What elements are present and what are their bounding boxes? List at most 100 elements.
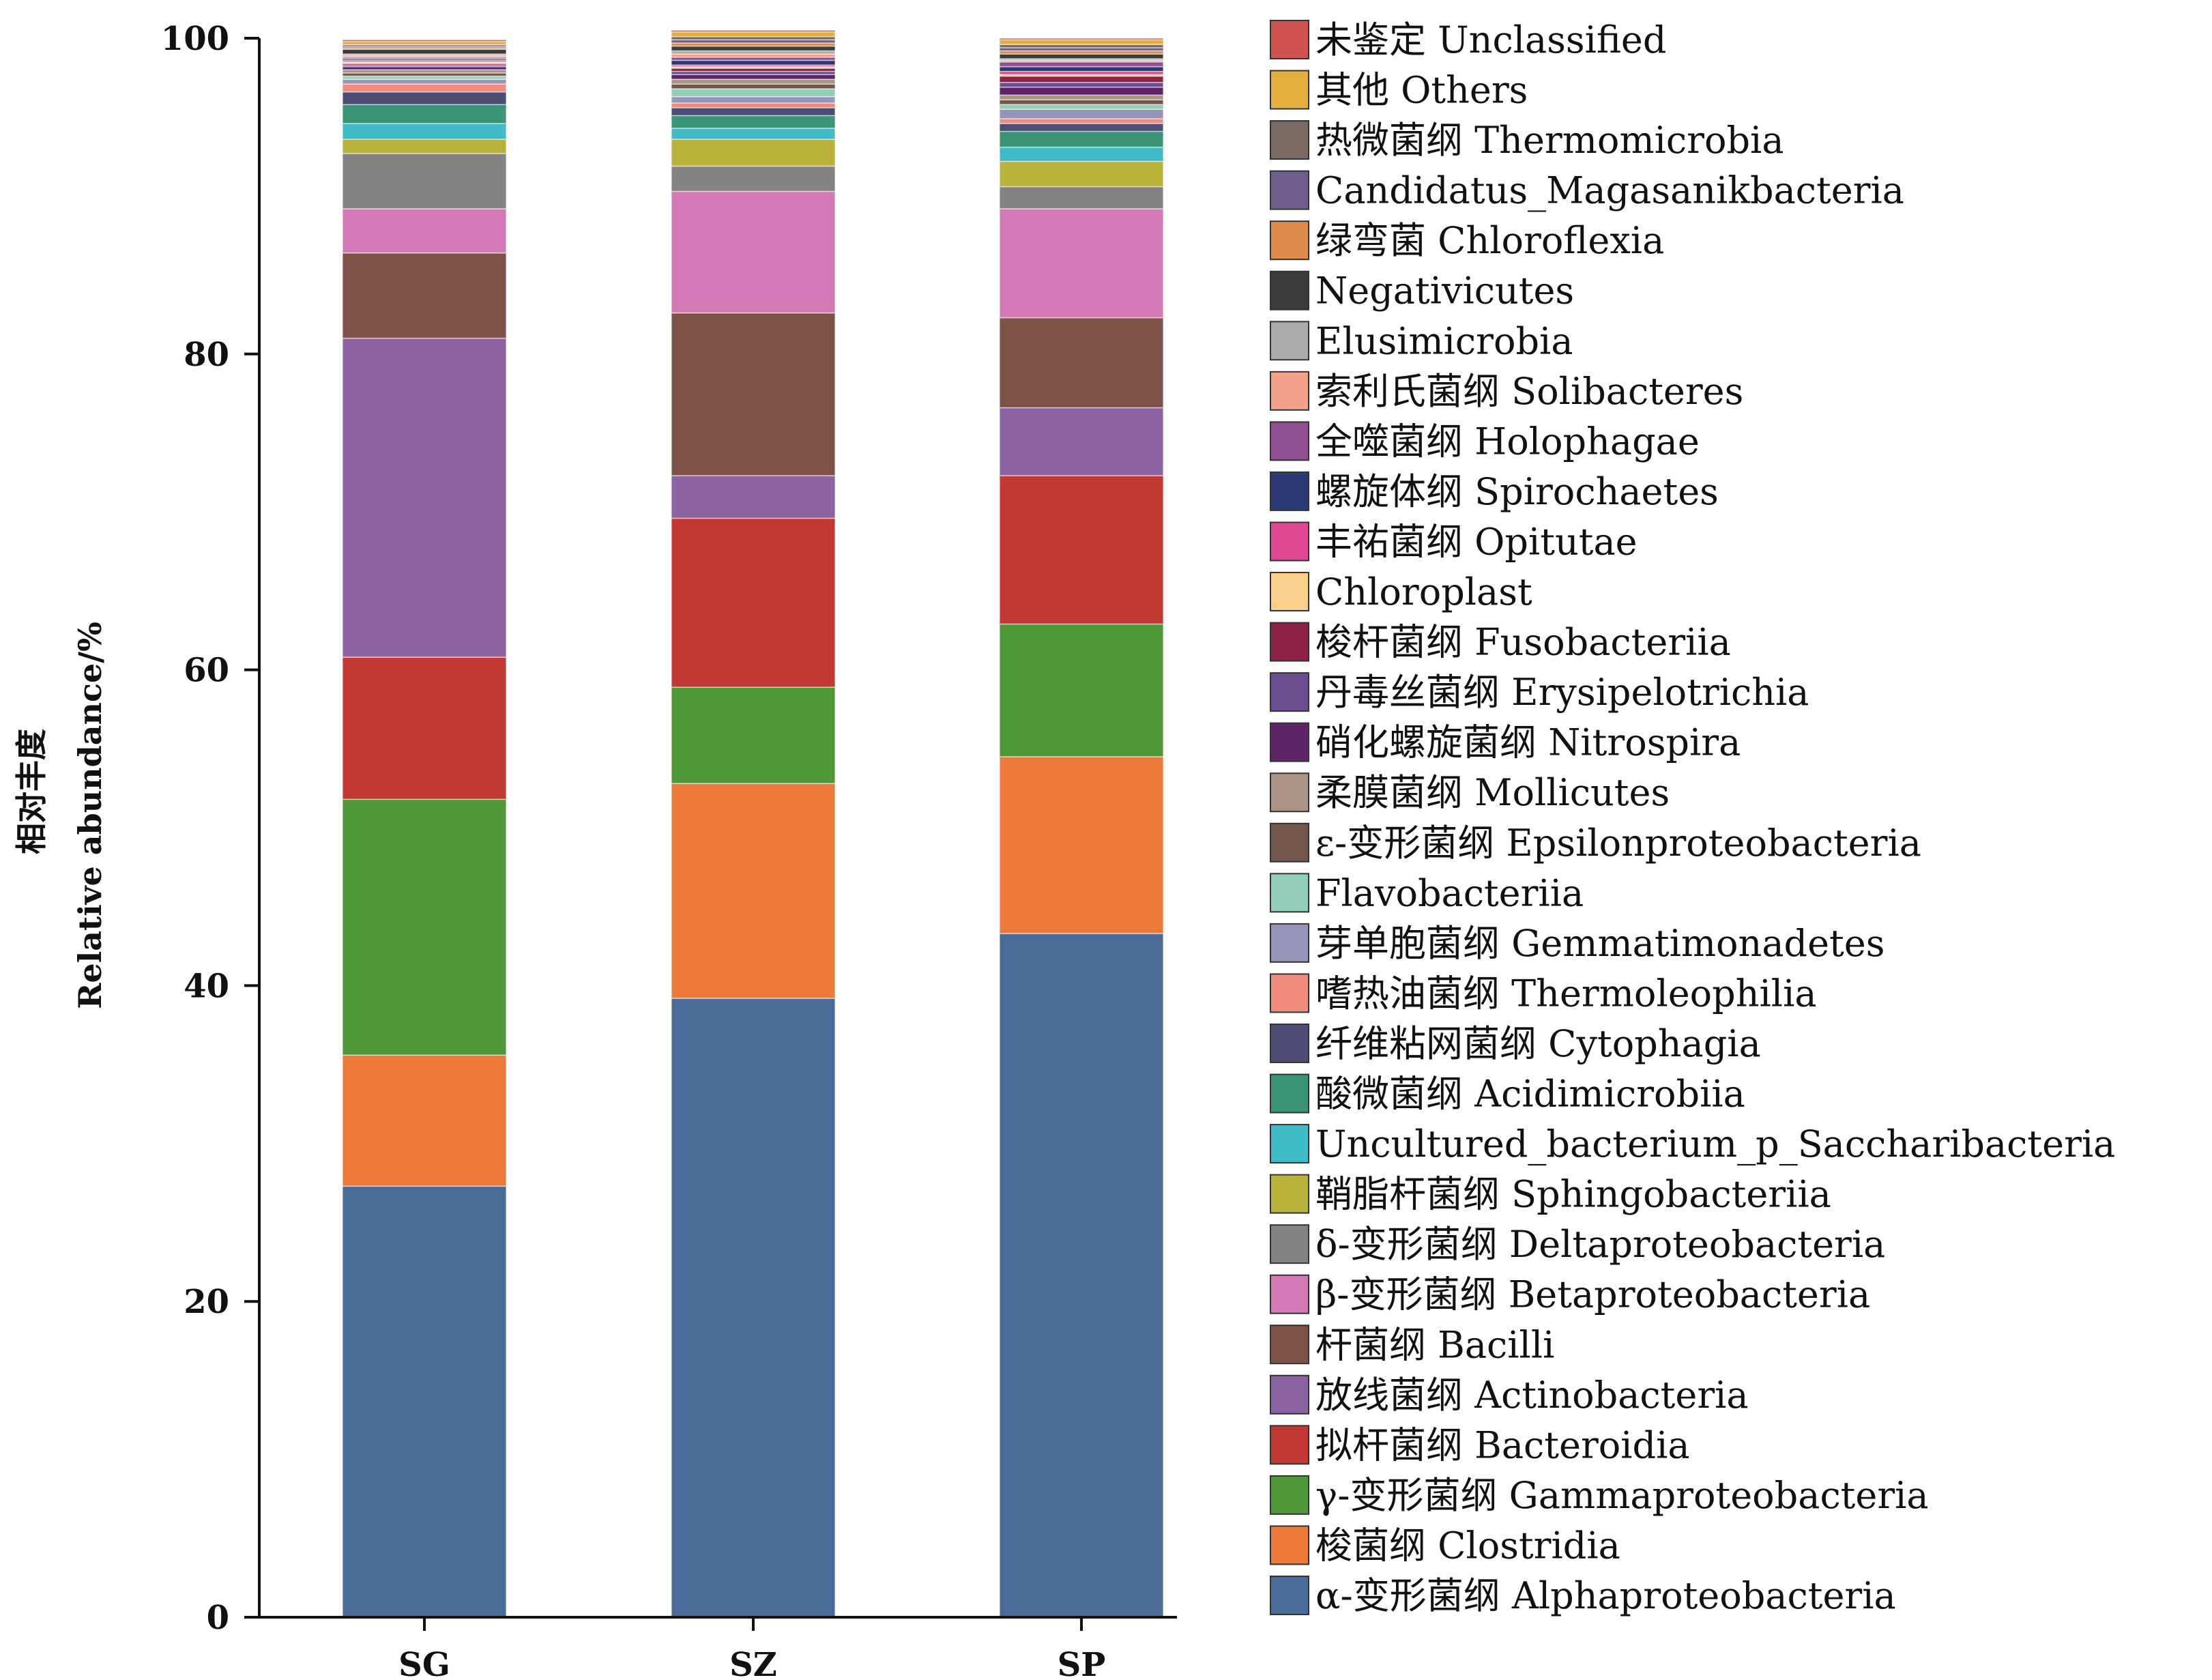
legend-item: 鞘脂杆菌纲 Sphingobacteriia: [1270, 1173, 1831, 1216]
legend-item: 丰祐菌纲 Opitutae: [1270, 520, 1638, 563]
bar-segment: [999, 756, 1164, 934]
legend-item: 索利氏菌纲 Solibacteres: [1270, 370, 1743, 413]
bar-segment: [671, 107, 836, 117]
bar-segment: [671, 102, 836, 108]
legend-swatch: [1270, 120, 1309, 160]
legend-item: 柔膜菌纲 Mollicutes: [1270, 771, 1670, 814]
y-tick-label: 40: [184, 967, 229, 1005]
bar-segment: [342, 798, 507, 1056]
legend-swatch: [1270, 220, 1309, 261]
legend-item: 拟杆菌纲 Bacteroidia: [1270, 1423, 1690, 1466]
legend-swatch: [1270, 1274, 1309, 1314]
bar-segment: [342, 337, 507, 658]
bar-segment: [342, 123, 507, 140]
bar-segment: [671, 128, 836, 140]
legend-swatch: [1270, 371, 1309, 411]
legend-label: 梭菌纲 Clostridia: [1315, 1524, 1620, 1567]
bar-segment: [671, 312, 836, 476]
bar-segment: [342, 83, 507, 93]
legend-item: Uncultured_bacterium_p_Saccharibacteria: [1270, 1123, 2115, 1165]
bar-segment: [999, 186, 1164, 209]
legend-item: 绿弯菌 Chloroflexia: [1270, 219, 1664, 262]
legend-swatch: [1270, 321, 1309, 361]
legend-item: Elusimicrobia: [1270, 319, 1573, 362]
legend-item: γ-变形菌纲 Gammaproteobacteria: [1270, 1474, 1929, 1517]
bar-segment: [342, 252, 507, 339]
y-axis-label: 相对丰度 Relative abundance/%: [13, 622, 108, 1009]
legend-label: 杆菌纲 Bacilli: [1315, 1323, 1554, 1366]
bar-stack-sp: [999, 38, 1164, 1618]
legend-swatch: [1270, 822, 1309, 863]
bar-segment: [671, 783, 836, 999]
bar-segment: [671, 139, 836, 167]
bar-segment: [671, 78, 836, 85]
legend-item: 杆菌纲 Bacilli: [1270, 1323, 1554, 1366]
legend-swatch: [1270, 973, 1309, 1013]
legend-swatch: [1270, 622, 1309, 662]
legend-swatch: [1270, 170, 1309, 210]
bar-segment: [671, 190, 836, 314]
bar-segment: [342, 208, 507, 254]
bar-segment: [999, 94, 1164, 100]
legend-label: Flavobacteriia: [1315, 871, 1584, 914]
legend-label: γ-变形菌纲 Gammaproteobacteria: [1315, 1474, 1929, 1517]
legend-swatch: [1270, 521, 1309, 562]
bar-segment: [999, 104, 1164, 110]
legend-label: β-变形菌纲 Betaproteobacteria: [1315, 1273, 1870, 1316]
bar-segment: [671, 29, 836, 33]
legend-item: 螺旋体纲 Spirochaetes: [1270, 470, 1719, 513]
legend-swatch: [1270, 270, 1309, 310]
bar-segment: [342, 656, 507, 800]
bar-segment: [999, 130, 1164, 148]
y-tick-label: 20: [184, 1283, 229, 1321]
legend-item: δ-变形菌纲 Deltaproteobacteria: [1270, 1223, 1885, 1266]
legend-label: 绿弯菌 Chloroflexia: [1315, 219, 1664, 262]
legend-item: 放线菌纲 Actinobacteria: [1270, 1374, 1749, 1417]
legend-label: 硝化螺旋菌纲 Nitrospira: [1315, 721, 1741, 764]
bar-segment: [671, 475, 836, 519]
bar-segment: [671, 31, 836, 38]
bar-segment: [342, 1054, 507, 1187]
bar-segment: [999, 53, 1164, 59]
bar-segment: [342, 153, 507, 209]
legend-swatch: [1270, 722, 1309, 762]
legend-swatch: [1270, 1073, 1309, 1114]
bar-segment: [999, 86, 1164, 96]
bar-segment: [999, 99, 1164, 105]
y-tick-label: 60: [184, 652, 229, 690]
bar-segment: [671, 998, 836, 1618]
legend-item: Candidatus_Magasanikbacteria: [1270, 169, 1904, 212]
legend-swatch: [1270, 772, 1309, 813]
legend-label: δ-变形菌纲 Deltaproteobacteria: [1315, 1223, 1885, 1266]
bar-segment: [999, 66, 1164, 72]
bar-segment: [999, 108, 1164, 119]
legend-swatch: [1270, 923, 1309, 963]
x-tick-label: SG: [398, 1646, 450, 1680]
bar-segment: [999, 82, 1164, 88]
y-tick-label: 80: [184, 336, 229, 374]
legend-label: 拟杆菌纲 Bacteroidia: [1315, 1423, 1690, 1466]
bar-stack-sg: [342, 39, 507, 1618]
x-tick-labels: SG SZ SP: [398, 1617, 1105, 1680]
legend-swatch: [1270, 1475, 1309, 1515]
legend-item: 其他 Others: [1270, 69, 1528, 112]
bar-segment: [671, 59, 836, 66]
bar-segment: [999, 475, 1164, 625]
bar-segment: [999, 75, 1164, 83]
bar-segment: [999, 933, 1164, 1618]
bar-segment: [342, 1185, 507, 1618]
legend-swatch: [1270, 1324, 1309, 1365]
legend-swatch: [1270, 672, 1309, 712]
bar-segment: [342, 104, 507, 124]
legend-label: ε-变形菌纲 Epsilonproteobacteria: [1315, 822, 1921, 865]
bar-segment: [999, 123, 1164, 132]
bar-stack-sz: [671, 29, 836, 1618]
legend-swatch: [1270, 1174, 1309, 1214]
bar-segment: [999, 317, 1164, 409]
legend-label: Uncultured_bacterium_p_Saccharibacteria: [1315, 1123, 2115, 1165]
legend-label: 索利氏菌纲 Solibacteres: [1315, 370, 1743, 413]
legend-item: α-变形菌纲 Alphaproteobacteria: [1270, 1574, 1896, 1617]
legend-label: 芽单胞菌纲 Gemmatimonadetes: [1315, 922, 1884, 965]
legend-label: 鞘脂杆菌纲 Sphingobacteriia: [1315, 1173, 1831, 1216]
y-axis-label-cn: 相对丰度: [13, 729, 50, 854]
